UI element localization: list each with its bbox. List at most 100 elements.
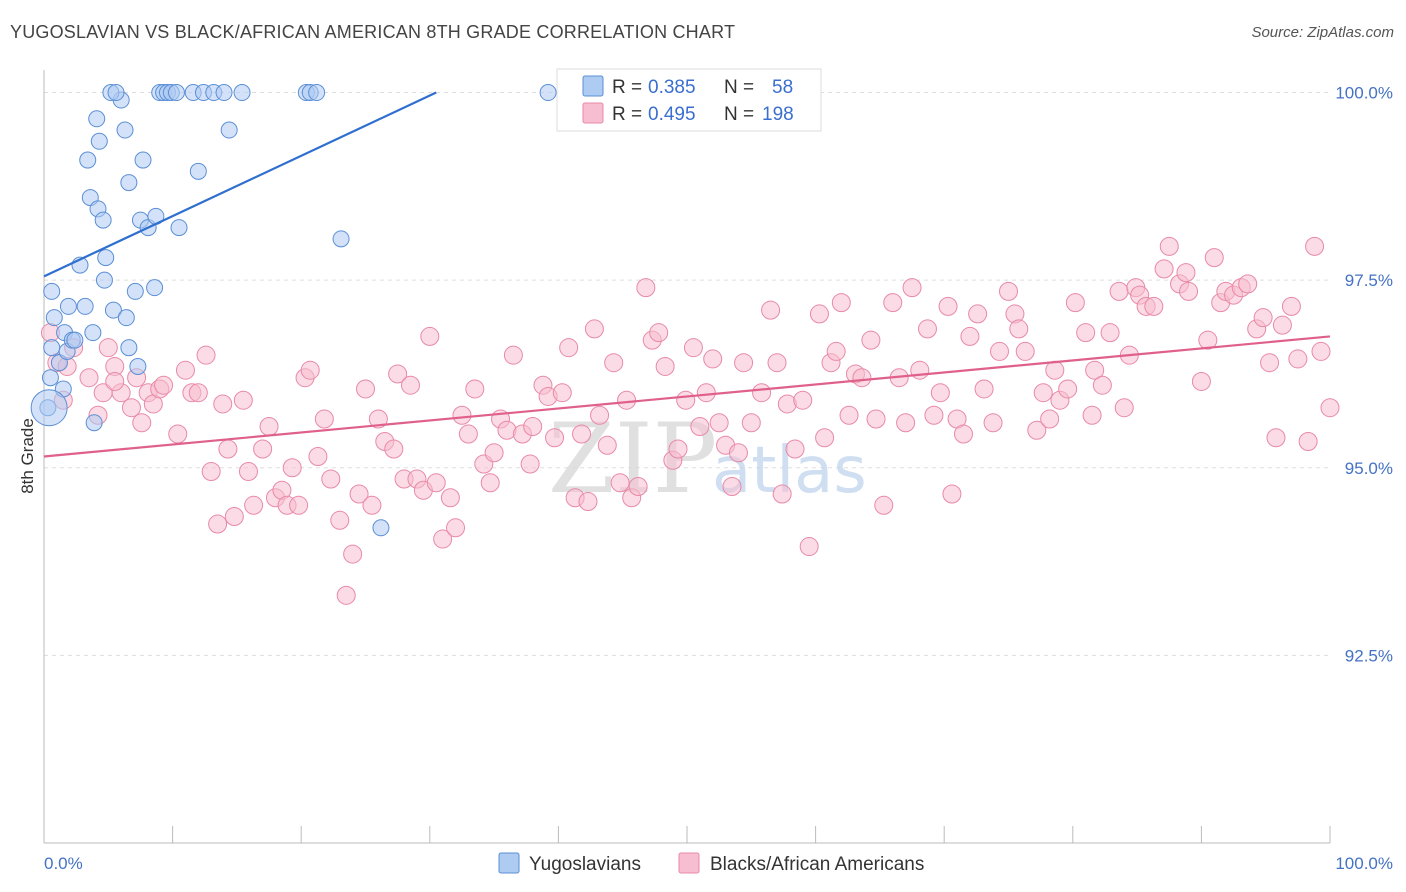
y-axis-label: 8th Grade <box>18 418 37 494</box>
data-point <box>709 413 729 433</box>
data-point <box>572 424 592 444</box>
data-point <box>610 473 630 493</box>
trend-lines <box>43 91 1331 458</box>
chart-title: YUGOSLAVIAN VS BLACK/AFRICAN AMERICAN 8T… <box>10 22 736 42</box>
y-tick-label: 95.0% <box>1345 459 1393 478</box>
data-point <box>213 394 233 414</box>
data-point <box>126 282 144 300</box>
data-point <box>1040 409 1060 429</box>
data-point <box>282 458 302 478</box>
trend-line-blacks-african-americans <box>43 335 1331 458</box>
data-point <box>84 324 102 342</box>
data-point <box>523 416 543 436</box>
data-point <box>120 174 138 192</box>
grid-lines <box>44 92 1330 656</box>
y-tick-label: 92.5% <box>1345 646 1393 665</box>
legend-n-label-blue: N = <box>724 77 754 98</box>
data-point <box>238 462 258 482</box>
data-point <box>1114 398 1134 418</box>
data-point <box>420 326 440 346</box>
data-point <box>1320 398 1340 418</box>
data-point <box>94 211 112 229</box>
data-point <box>772 484 792 504</box>
data-point <box>121 398 141 418</box>
data-point <box>728 443 748 463</box>
bottom-legend-swatch-blue <box>498 852 520 874</box>
data-point <box>968 304 988 324</box>
data-point <box>1260 353 1280 373</box>
data-point <box>220 121 238 139</box>
data-point <box>960 326 980 346</box>
legend-swatch-pink <box>582 102 604 124</box>
data-point <box>545 428 565 448</box>
data-point <box>332 230 350 248</box>
data-point <box>170 219 188 237</box>
data-point <box>1204 248 1224 268</box>
data-point <box>752 383 772 403</box>
data-point <box>224 507 244 527</box>
data-point <box>930 383 950 403</box>
data-point <box>289 495 309 515</box>
data-point <box>1033 383 1053 403</box>
legend-r-value-blue: 0.385 <box>648 77 696 98</box>
data-point <box>734 353 754 373</box>
trend-line-yugoslavians <box>43 91 437 278</box>
data-point <box>597 435 617 455</box>
data-point <box>584 319 604 339</box>
data-point <box>1281 296 1301 316</box>
data-point <box>201 462 221 482</box>
data-point <box>628 477 648 497</box>
data-point <box>910 360 930 380</box>
data-point <box>259 416 279 436</box>
data-point <box>902 278 922 298</box>
data-point <box>974 379 994 399</box>
x-tick-label-min: 0.0% <box>44 854 83 873</box>
bottom-legend-label-pink: Blacks/African Americans <box>710 854 924 875</box>
data-point <box>218 439 238 459</box>
data-point <box>831 293 851 313</box>
data-point <box>741 413 761 433</box>
data-point <box>308 84 326 102</box>
data-point <box>168 424 188 444</box>
data-point <box>134 151 152 169</box>
data-point <box>233 84 251 102</box>
data-point <box>1065 293 1085 313</box>
data-point <box>66 331 84 349</box>
data-point <box>189 162 207 180</box>
data-point <box>590 405 610 425</box>
y-tick-label: 97.5% <box>1345 271 1393 290</box>
data-point <box>809 304 829 324</box>
data-point <box>314 409 334 429</box>
data-point <box>116 121 134 139</box>
data-point <box>356 379 375 399</box>
data-point <box>1009 319 1029 339</box>
data-point <box>76 297 94 315</box>
data-point <box>97 249 115 267</box>
data-point <box>866 409 886 429</box>
data-point <box>1198 330 1218 350</box>
data-point <box>799 537 819 557</box>
bottom-legend-swatch-pink <box>678 852 700 874</box>
data-point <box>321 469 341 489</box>
data-point <box>208 514 228 534</box>
data-point <box>446 518 466 538</box>
data-point <box>388 364 408 384</box>
data-point <box>88 110 106 128</box>
data-point <box>785 439 805 459</box>
data-point <box>917 319 937 339</box>
data-point <box>465 379 485 399</box>
data-point <box>1076 323 1096 343</box>
data-point <box>676 390 696 410</box>
data-point <box>1288 349 1308 369</box>
data-point <box>793 390 813 410</box>
data-point <box>938 296 958 316</box>
data-point <box>401 375 421 395</box>
data-point <box>244 495 264 515</box>
data-point <box>107 84 125 102</box>
data-point <box>95 271 113 289</box>
data-point <box>1305 236 1325 256</box>
data-point <box>559 338 579 358</box>
legend-r-value-pink: 0.495 <box>648 104 696 125</box>
data-point <box>433 529 453 549</box>
data-point <box>1092 375 1112 395</box>
